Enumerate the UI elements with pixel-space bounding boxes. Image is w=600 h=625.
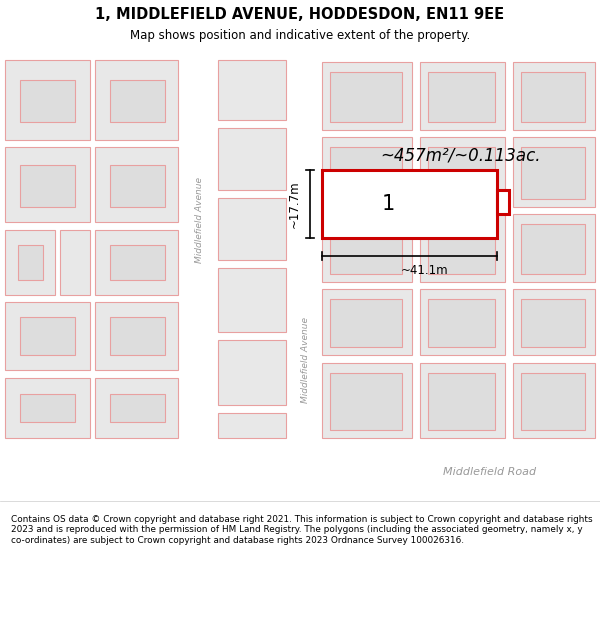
Bar <box>20 394 75 422</box>
Bar <box>110 245 165 280</box>
Bar <box>521 72 585 122</box>
Bar <box>521 299 585 347</box>
Bar <box>18 245 43 280</box>
Text: 1: 1 <box>382 194 395 214</box>
Bar <box>20 165 75 207</box>
Bar <box>420 137 505 207</box>
Text: Middlefield Road: Middlefield Road <box>443 467 536 477</box>
Bar <box>322 214 412 282</box>
Bar <box>513 289 595 355</box>
Bar <box>521 224 585 274</box>
Bar <box>60 230 90 295</box>
Bar <box>420 363 505 438</box>
Bar <box>20 80 75 122</box>
Bar <box>218 340 286 405</box>
Bar <box>322 137 412 207</box>
Text: Middlefield Avenue: Middlefield Avenue <box>301 317 310 403</box>
Text: Middlefield Avenue: Middlefield Avenue <box>194 177 203 263</box>
Bar <box>322 170 497 238</box>
Bar <box>218 128 286 190</box>
Bar <box>322 62 412 130</box>
Bar <box>95 60 178 140</box>
Polygon shape <box>183 60 215 80</box>
Bar <box>513 214 595 282</box>
Bar <box>330 373 402 430</box>
Bar <box>218 268 286 332</box>
Bar <box>428 299 495 347</box>
Bar <box>218 413 286 438</box>
Bar <box>95 147 178 222</box>
Text: Contains OS data © Crown copyright and database right 2021. This information is : Contains OS data © Crown copyright and d… <box>11 515 592 545</box>
Text: ~17.7m: ~17.7m <box>287 180 301 228</box>
Bar <box>110 317 165 355</box>
Text: ~457m²/~0.113ac.: ~457m²/~0.113ac. <box>380 146 540 164</box>
Bar <box>420 62 505 130</box>
Bar <box>322 289 412 355</box>
Bar <box>110 80 165 122</box>
Bar <box>330 224 402 274</box>
Bar <box>20 317 75 355</box>
Bar <box>521 373 585 430</box>
Bar <box>289 50 321 500</box>
Bar <box>428 224 495 274</box>
Bar <box>428 147 495 199</box>
Text: 1, MIDDLEFIELD AVENUE, HODDESDON, EN11 9EE: 1, MIDDLEFIELD AVENUE, HODDESDON, EN11 9… <box>95 6 505 21</box>
Bar <box>322 170 497 238</box>
Bar <box>420 214 505 282</box>
Bar <box>110 394 165 422</box>
Text: Map shows position and indicative extent of the property.: Map shows position and indicative extent… <box>130 29 470 42</box>
Bar <box>218 198 286 260</box>
Bar <box>497 191 509 214</box>
Bar <box>110 165 165 207</box>
Bar <box>521 147 585 199</box>
Bar <box>428 72 495 122</box>
Bar <box>330 299 402 347</box>
Bar <box>5 60 90 140</box>
Bar <box>95 230 178 295</box>
Bar <box>95 302 178 370</box>
Bar <box>330 72 402 122</box>
Bar <box>513 363 595 438</box>
Bar <box>218 60 286 120</box>
Bar <box>330 147 402 199</box>
Bar <box>5 230 55 295</box>
Bar <box>513 62 595 130</box>
Polygon shape <box>289 60 321 80</box>
Bar <box>428 373 495 430</box>
Bar <box>5 302 90 370</box>
Bar <box>5 378 90 438</box>
Bar <box>0 445 600 500</box>
Text: ~41.1m: ~41.1m <box>401 264 448 276</box>
Bar <box>322 363 412 438</box>
Bar <box>95 378 178 438</box>
Bar <box>5 147 90 222</box>
Bar <box>420 289 505 355</box>
Bar <box>513 137 595 207</box>
Bar <box>183 50 215 500</box>
